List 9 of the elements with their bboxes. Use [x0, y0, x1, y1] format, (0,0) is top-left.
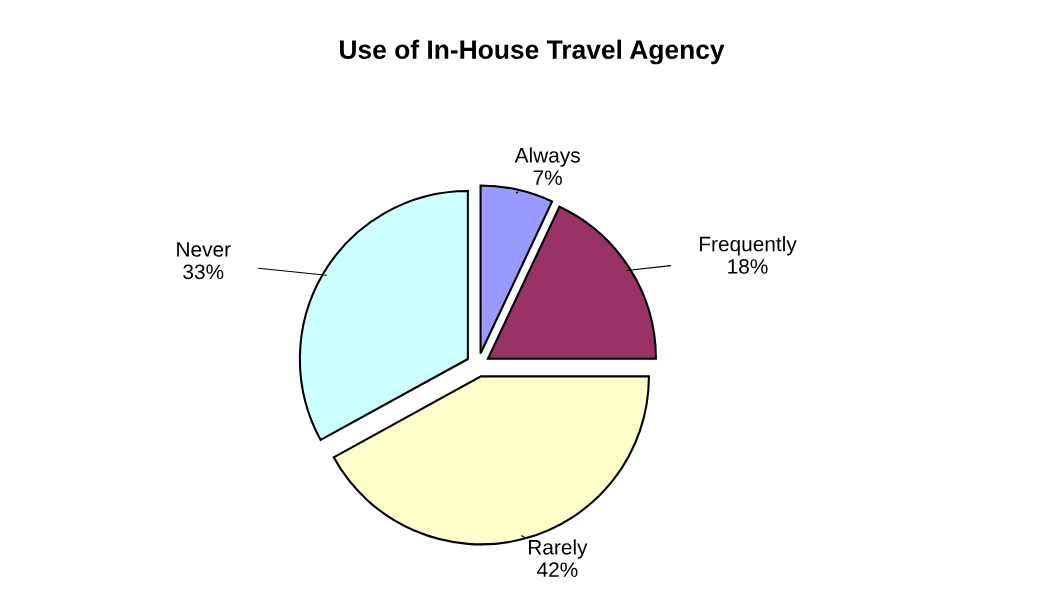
- data-label: 33%: [183, 264, 224, 280]
- data-label: 7%: [533, 170, 562, 185]
- chart-title: Use of In-House Travel Agency: [340, 39, 725, 65]
- slice-label: Frequently: [700, 236, 797, 256]
- data-label: 42%: [537, 562, 578, 577]
- data-label: 18%: [728, 259, 768, 274]
- slice-label: Rarely: [528, 539, 588, 559]
- slice-label: Never: [177, 242, 231, 257]
- slice-label: Always: [514, 147, 580, 167]
